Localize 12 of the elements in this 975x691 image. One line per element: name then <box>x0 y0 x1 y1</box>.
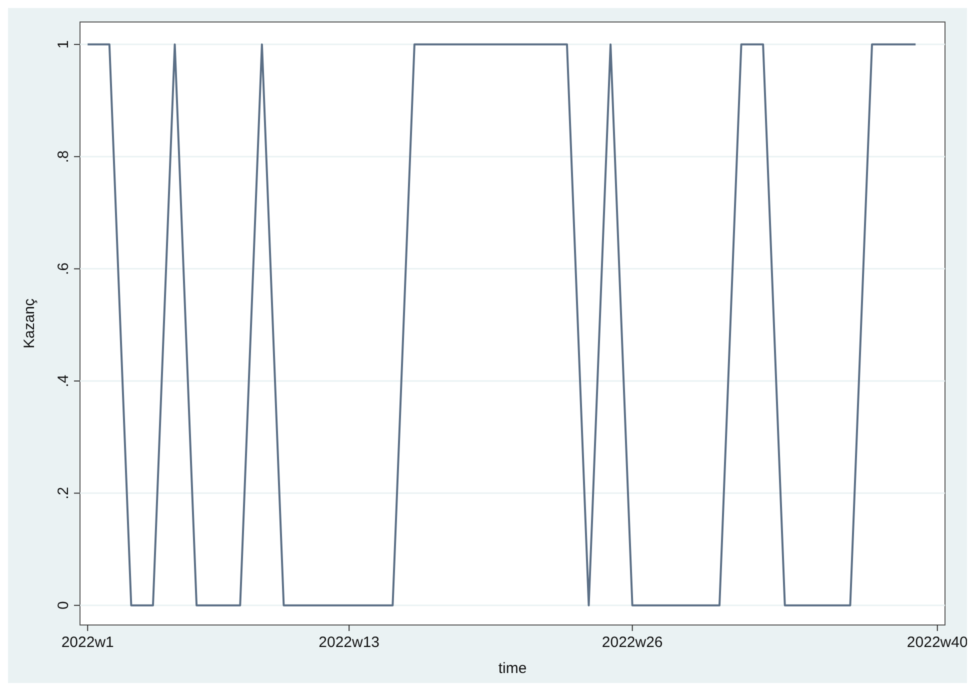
x-axis-title: time <box>498 660 527 677</box>
y-tick-label: .2 <box>55 486 72 500</box>
x-tick-label: 2022w13 <box>318 634 380 651</box>
y-tick-label: .6 <box>55 262 72 276</box>
y-axis-title: Kazanç <box>21 298 38 349</box>
y-tick-label: .4 <box>55 374 72 388</box>
y-tick-label: .8 <box>55 150 72 163</box>
x-tick-label: 2022w1 <box>61 634 114 651</box>
x-tick-label: 2022w40 <box>906 634 968 651</box>
x-tick-label: 2022w26 <box>602 634 663 651</box>
y-tick-label: 1 <box>55 40 72 49</box>
y-tick-label: 0 <box>55 601 72 610</box>
